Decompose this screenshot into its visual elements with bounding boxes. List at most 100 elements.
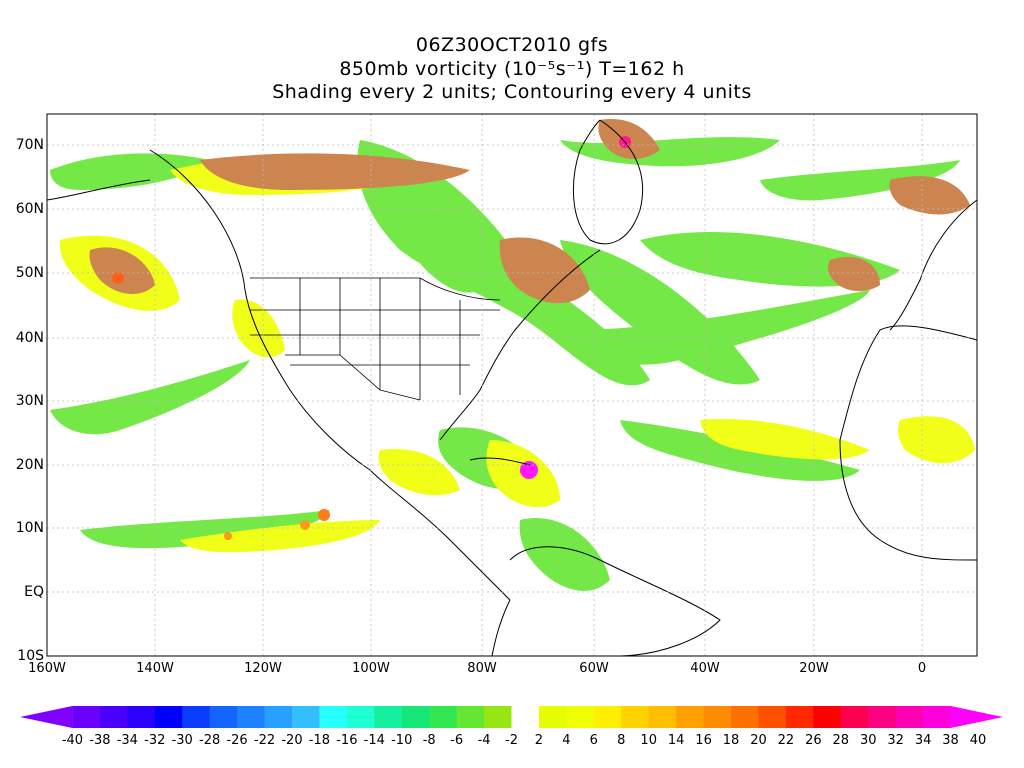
colorbar-tick-label: 30 [859,733,877,748]
lat-tick-label: 10S [17,648,44,664]
shade-orange-trop-1 [224,532,232,540]
colorbar-swatch [237,706,266,728]
shade-green-west-pacific [50,153,210,190]
colorbar-swatch [72,706,101,728]
colorbar-tick-label: -14 [363,733,385,748]
colorbar-tick-label: 4 [562,733,571,748]
border-us-mexico [285,354,421,401]
colorbar-tick-label: 16 [695,733,712,748]
colorbar-swatch [291,706,320,728]
shade-green-pacific [50,360,250,435]
shade-orange-trop-3 [318,509,330,521]
colorbar-swatch [511,706,540,728]
colorbar-tick-label: -38 [89,733,111,748]
colorbar-tick-label: -6 [450,733,464,748]
colorbar-tick-label: 34 [914,733,932,748]
coast-alaska [46,179,151,201]
lon-tick-label: 60W [579,661,609,676]
colorbar-swatch [456,706,485,728]
colorbar-swatch [813,706,842,728]
coastlines [46,119,978,657]
colorbar-arrow-right [950,706,1003,728]
shade-green-east-pacific [80,510,330,549]
shade-green-subtropical [570,290,870,365]
shade-orange-ne-atlantic [889,176,970,215]
colorbar-swatch [703,706,732,728]
shade-yellow-west-us [232,299,285,358]
colorbar-arrow-left [20,706,73,728]
colorbar-swatch [868,706,897,728]
shade-orange-labrador-low [499,237,590,304]
shade-green-amazon [519,518,610,591]
colorbar-swatch [758,706,787,728]
colorbar-tick-label: 20 [750,733,767,748]
title-line-3: Shading every 2 units; Contouring every … [272,81,752,103]
lon-tick-label: 80W [467,661,497,676]
colorbar-tick-label: 18 [722,733,740,748]
lat-tick-label: 60N [15,201,44,217]
coast-south-america [491,546,721,657]
colorbar-swatch [676,706,705,728]
colorbar-swatch [346,706,375,728]
colorbar-swatch [99,706,128,728]
lat-tick-label: 50N [15,265,44,281]
colorbar-swatch [621,706,650,728]
colorbar-tick-label: -10 [391,733,413,748]
colorbar-tick-label: -2 [505,733,518,748]
shade-yellow-tropical-pacific [180,520,380,553]
graticule [47,114,977,656]
colorbar-tick-label: 6 [589,733,598,748]
colorbar-swatch [648,706,677,728]
colorbar-swatch [593,706,622,728]
shade-yellow-gulf [378,449,460,496]
colorbar-swatch [264,706,293,728]
border-us-canada [250,277,501,301]
colorbar-tick-label: 22 [777,733,795,748]
lon-tick-label: 160W [28,661,66,676]
lat-tick-label: 70N [15,137,44,153]
title-line-1: 06Z30OCT2010 gfs [415,34,609,56]
shade-magenta-hurricane [520,461,538,479]
colorbar-swatch [566,706,595,728]
coast-africa [839,325,978,561]
colorbar-tick-label: 8 [617,733,626,748]
shade-red-pacific-low [112,272,124,284]
coast-europe [889,199,978,331]
colorbar-tick-label: -26 [226,733,248,748]
lon-tick-label: 100W [352,661,390,676]
title-line-2: 850mb vorticity (10⁻⁵s⁻¹) T=162 h [339,58,685,80]
lat-tick-label: 40N [15,330,44,346]
coast-us-east [439,249,601,441]
colorbar-swatch [895,706,924,728]
shade-orange-east-atlantic-low [827,256,880,292]
colorbar-swatch [785,706,814,728]
shade-yellow-africa [897,416,975,464]
colorbar-swatch [923,706,952,728]
lon-tick-label: 120W [244,661,282,676]
colorbar-tick-label: 38 [942,733,959,748]
border-us-states-1 [299,278,461,400]
lat-tick-label: 20N [15,457,44,473]
coast-greenland [572,119,644,245]
colorbar-tick-label: 14 [667,733,685,748]
colorbar-swatch [182,706,211,728]
colorbar-swatch [374,706,403,728]
colorbar-swatch [731,706,759,728]
colorbar-tick-label: -34 [116,733,138,748]
colorbar-tick-label: -20 [281,733,303,748]
colorbar-tick-label: 32 [887,733,904,748]
colorbar-swatch [538,706,567,728]
shade-orange-arctic-band [200,153,470,190]
colorbar-tick-label: -8 [422,733,436,748]
colorbar-tick-label: 2 [534,733,544,748]
colorbar-tick-label: 10 [640,733,657,748]
shade-orange-trop-2 [300,520,310,530]
colorbar-tick-label: -18 [308,733,331,748]
shade-yellow-east-atlantic [700,419,870,460]
colorbar-tick-label: -40 [61,733,84,748]
shade-green-ne-atlantic [760,160,960,201]
colorbar-tick-label: -4 [477,733,491,748]
lon-tick-label: 0 [917,661,927,676]
shade-orange-pacific-low [89,247,155,295]
